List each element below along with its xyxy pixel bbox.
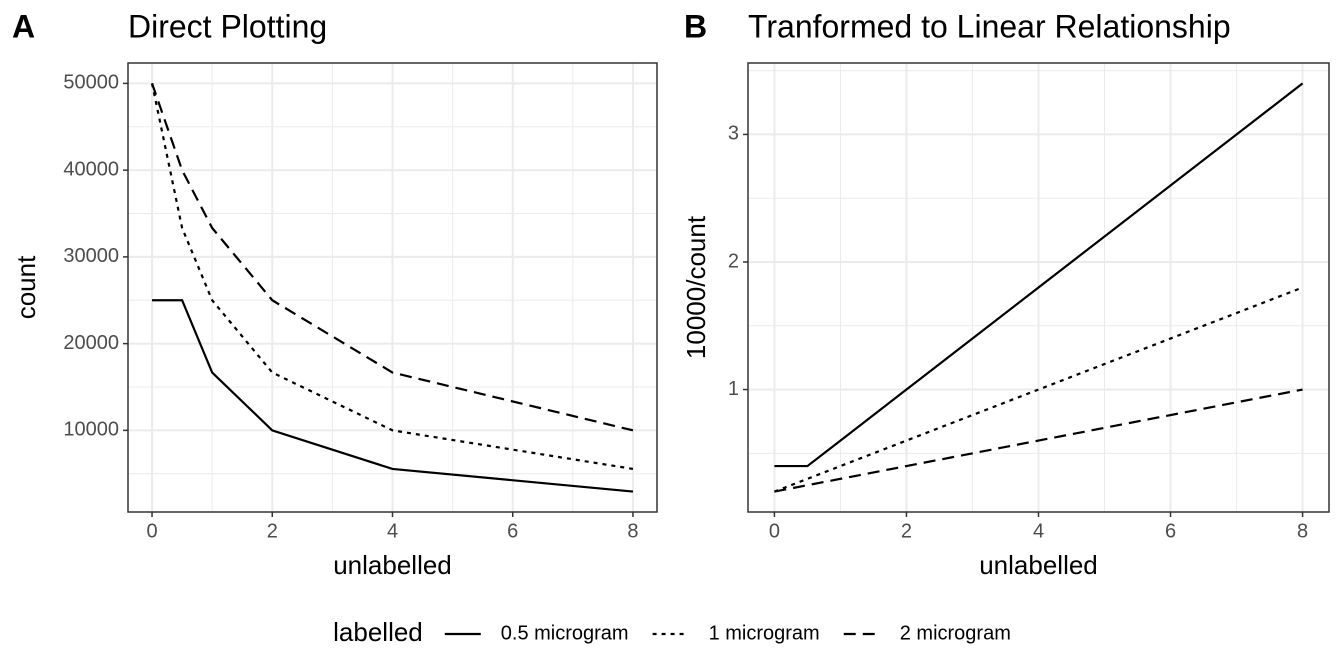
legend-label: 0.5 microgram [501, 622, 629, 644]
panel-title: Tranformed to Linear Relationship [748, 8, 1231, 44]
y-axis-title: 10000/count [681, 215, 711, 359]
x-tick-label: 0 [769, 520, 780, 542]
y-tick-label: 10000 [63, 419, 119, 441]
panel-tag: A [12, 8, 35, 44]
y-tick-label: 50000 [63, 72, 119, 94]
y-tick-label: 40000 [63, 158, 119, 180]
y-tick-label: 30000 [63, 245, 119, 267]
series-line [151, 83, 634, 432]
x-tick-label: 4 [387, 520, 398, 542]
series-line [774, 286, 1303, 493]
legend-label: 1 microgram [709, 622, 820, 644]
legend: labelled 0.5 microgram 1 microgram 2 microg… [333, 617, 1011, 647]
y-axis-title: count [11, 255, 41, 319]
x-tick-label: 8 [627, 520, 638, 542]
panel-title: Direct Plotting [128, 8, 327, 44]
series-line [152, 299, 634, 493]
y-tick-label: 2 [728, 250, 739, 272]
x-axis-title: unlabelled [333, 550, 452, 580]
series-line [774, 388, 1303, 493]
y-tick-label: 20000 [63, 332, 119, 354]
legend-label: 2 microgram [900, 622, 1011, 644]
legend-title: labelled [333, 617, 423, 647]
x-tick-label: 6 [507, 520, 518, 542]
x-axis-title: unlabelled [979, 550, 1098, 580]
series-line [774, 82, 1304, 468]
panel-border [747, 62, 1330, 513]
panel-border [127, 62, 658, 513]
panel-tag: B [684, 8, 707, 44]
x-tick-label: 2 [267, 520, 278, 542]
x-tick-label: 8 [1297, 520, 1308, 542]
series-line [150, 83, 634, 470]
x-tick-label: 6 [1165, 520, 1176, 542]
y-tick-label: 3 [728, 123, 739, 145]
x-tick-label: 4 [1033, 520, 1044, 542]
x-tick-label: 2 [901, 520, 912, 542]
y-tick-label: 1 [728, 378, 739, 400]
x-tick-label: 0 [146, 520, 157, 542]
